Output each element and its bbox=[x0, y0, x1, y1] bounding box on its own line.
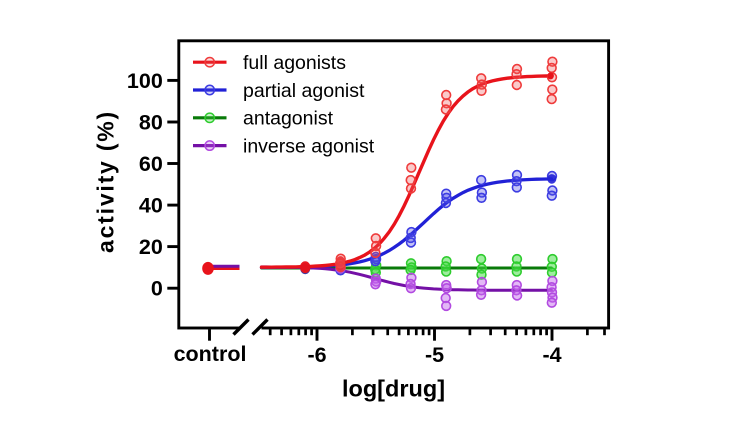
svg-text:inverse agonist: inverse agonist bbox=[243, 135, 375, 157]
svg-text:0: 0 bbox=[151, 277, 163, 301]
svg-text:partial agonist: partial agonist bbox=[243, 80, 365, 102]
svg-text:40: 40 bbox=[139, 194, 163, 218]
svg-text:activity (%): activity (%) bbox=[93, 110, 119, 253]
svg-text:60: 60 bbox=[139, 152, 163, 176]
svg-text:antagonist: antagonist bbox=[243, 108, 334, 130]
svg-text:-6: -6 bbox=[307, 343, 326, 367]
svg-text:20: 20 bbox=[139, 235, 163, 259]
svg-text:100: 100 bbox=[127, 69, 163, 93]
svg-text:full agonists: full agonists bbox=[243, 52, 346, 74]
svg-text:80: 80 bbox=[139, 110, 163, 134]
svg-text:control: control bbox=[174, 342, 247, 366]
svg-text:-4: -4 bbox=[542, 343, 561, 367]
svg-text:-5: -5 bbox=[425, 343, 444, 367]
svg-text:log[drug]: log[drug] bbox=[342, 376, 445, 402]
